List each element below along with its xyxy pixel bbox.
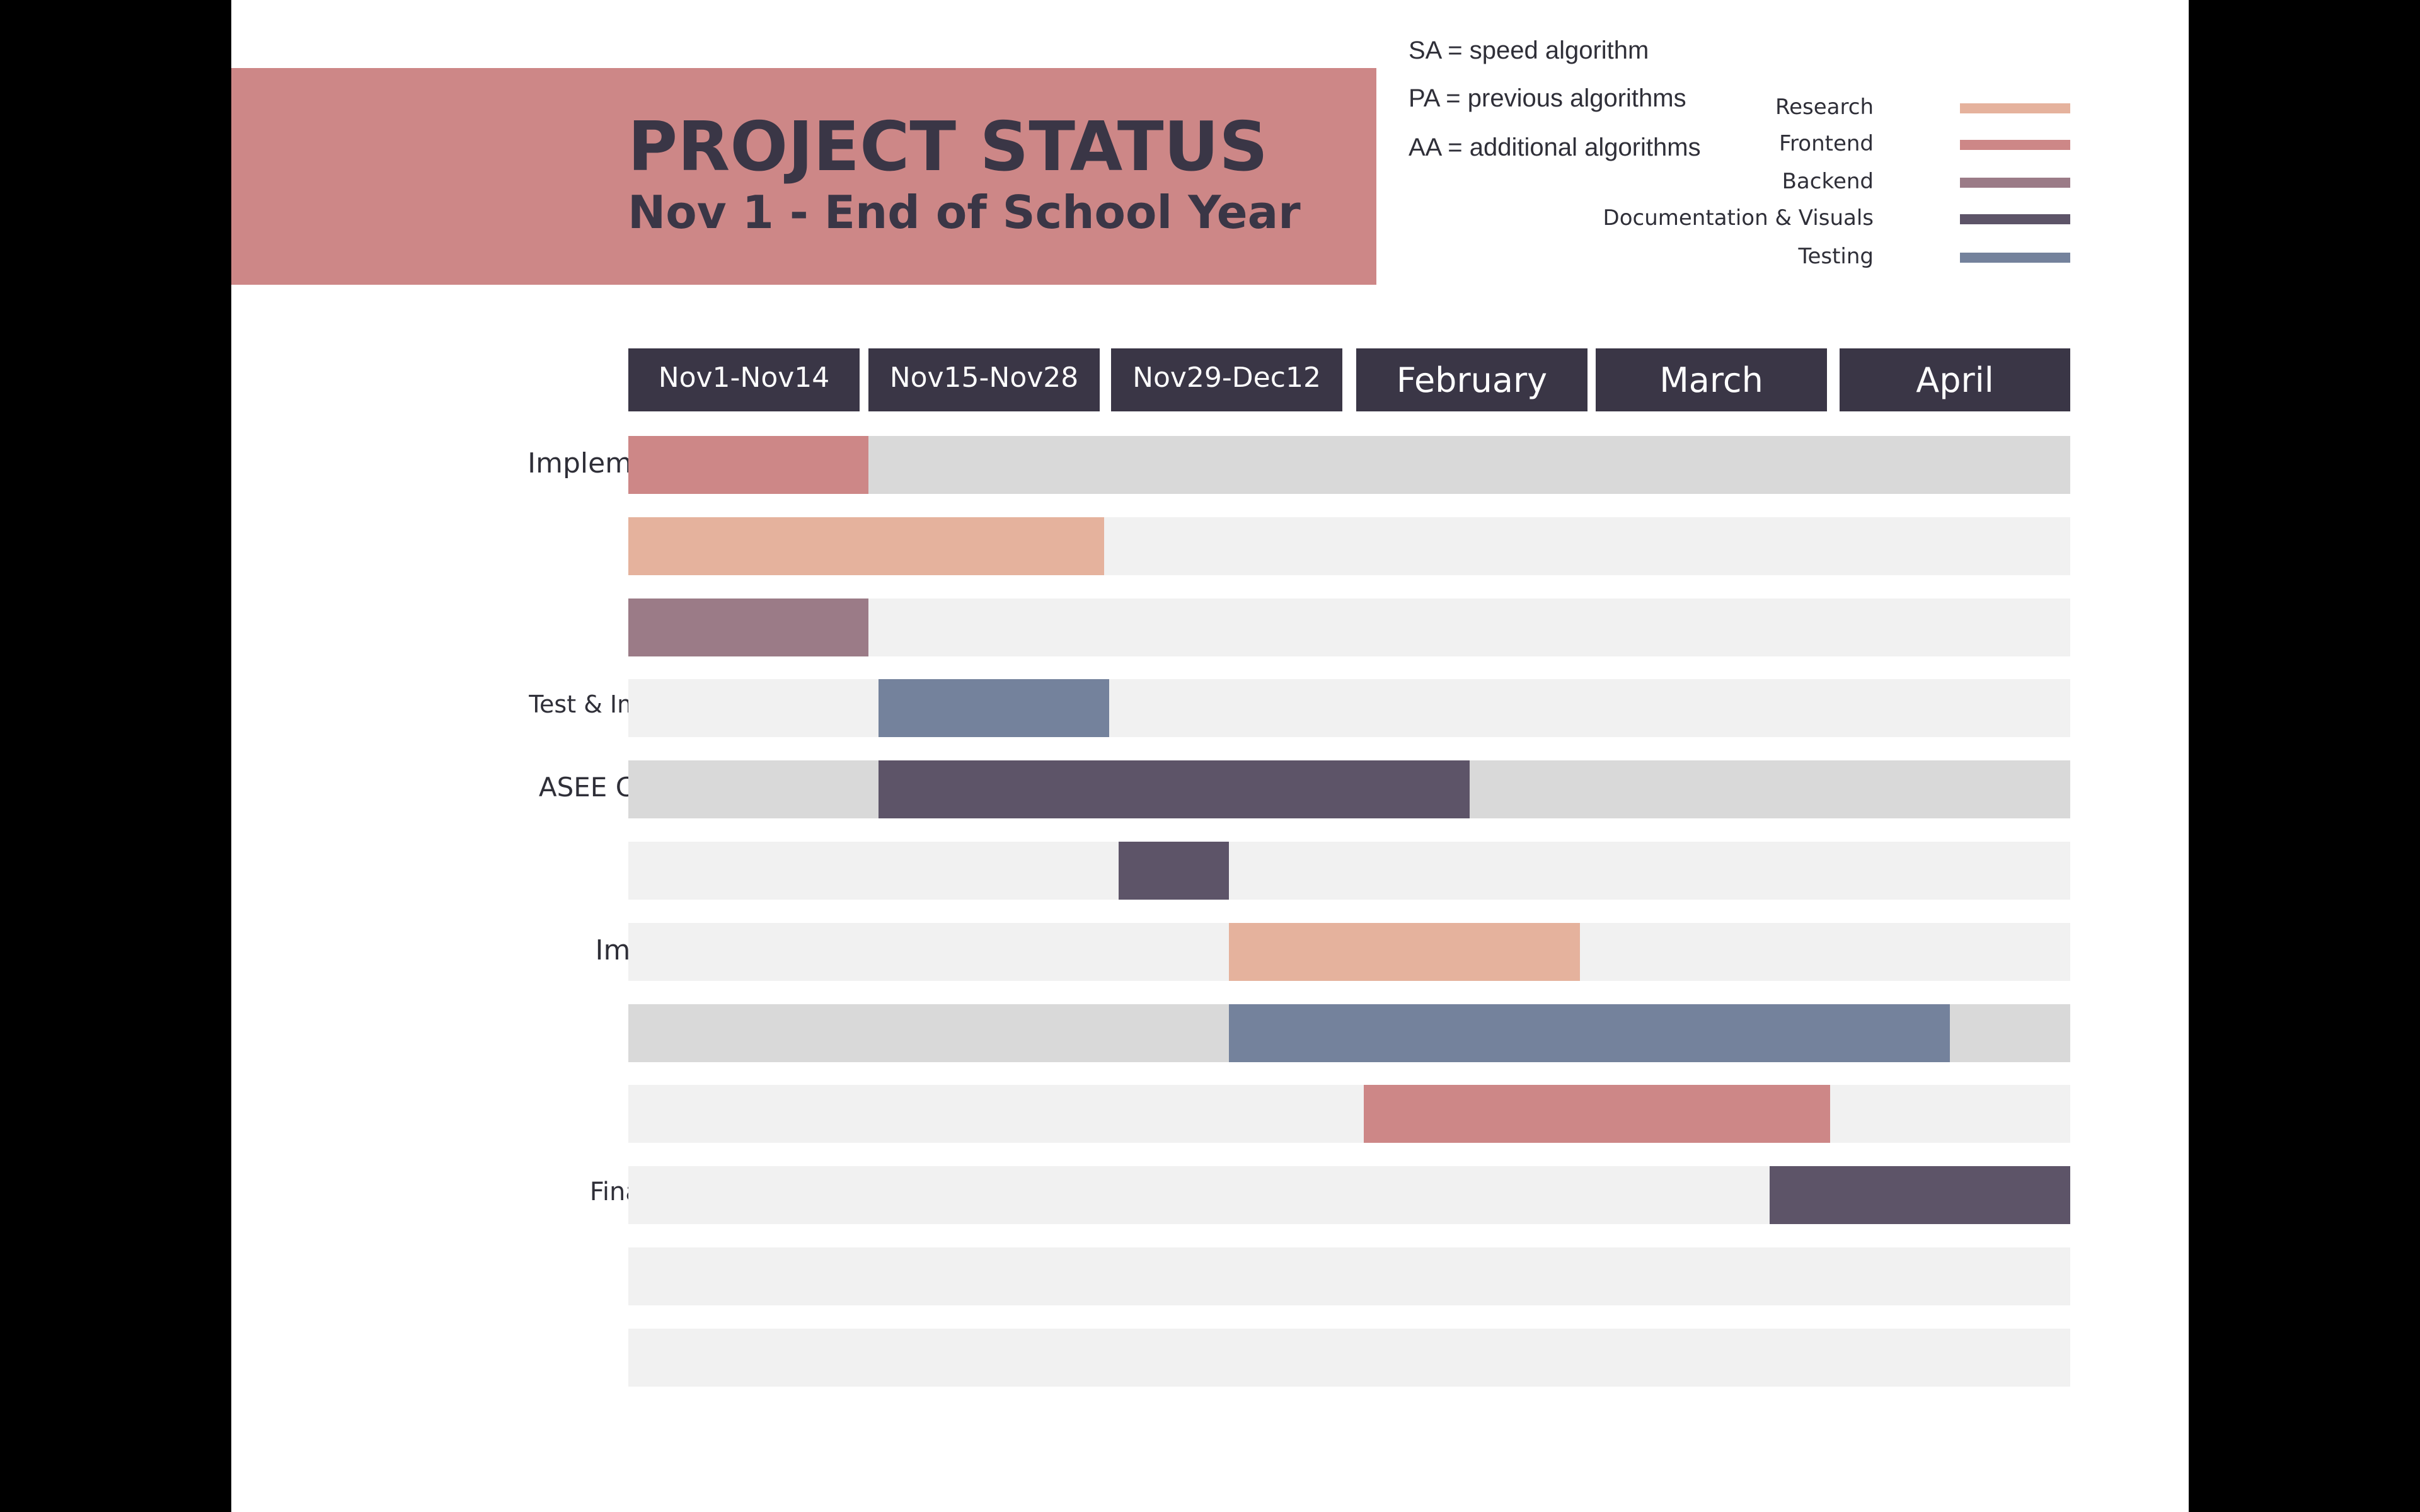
task-track (628, 923, 2070, 981)
task-track (628, 517, 2070, 575)
period-header-february: February (1356, 348, 1587, 411)
task-track (628, 1004, 2070, 1062)
note-pa: PA = previous algorithms (1409, 84, 1686, 112)
legend: Research Frontend Backend Documentation & V… (231, 0, 2189, 290)
legend-swatch-documentation-visuals (1960, 214, 2070, 224)
note-sa: SA = speed algorithm (1409, 37, 1649, 64)
task-track (628, 842, 2070, 900)
period-header-april: April (1840, 348, 2070, 411)
period-header-march: March (1596, 348, 1827, 411)
task-track (628, 1085, 2070, 1143)
task-track (628, 436, 2070, 494)
title-band (231, 68, 1376, 285)
legend-label-testing: Testing (1798, 244, 1874, 269)
page-subtitle: Nov 1 - End of School Year (628, 186, 1301, 239)
task-track (628, 679, 2070, 737)
page-title: PROJECT STATUS (628, 108, 1269, 186)
task-bar-testing-aa-s (1229, 1004, 1950, 1062)
task-bar-irb-certified (628, 517, 1104, 575)
task-track (628, 760, 2070, 818)
task-bar-final-documentation (1770, 1166, 2070, 1224)
task-bar-no-need-for-ui (1364, 1085, 1830, 1143)
task-bar-asee-conference-paper (879, 760, 1470, 818)
task-bar-test-improve-sa-and-pas (879, 679, 1109, 737)
task-track (628, 598, 2070, 656)
task-track (628, 1329, 2070, 1387)
period-header-nov15-nov28: Nov15-Nov28 (868, 348, 1100, 411)
task-track (628, 1247, 2070, 1305)
task-bar-planning-aas (1119, 842, 1229, 900)
period-header-nov29-dec12: Nov29-Dec12 (1111, 348, 1342, 411)
legend-swatch-research (1960, 103, 2070, 113)
slide: PROJECT STATUS Nov 1 - End of School Yea… (231, 0, 2189, 1512)
legend-label-frontend: Frontend (1778, 131, 1874, 156)
legend-label-backend: Backend (1782, 169, 1874, 194)
task-bar-implement-into-canvas (628, 436, 868, 494)
task-bar-implementing-aas (1229, 923, 1580, 981)
note-aa: AA = additional algorithms (1409, 134, 1701, 161)
task-bar-implement-sa (628, 598, 868, 656)
period-header-nov1-nov14: Nov1-Nov14 (628, 348, 860, 411)
legend-swatch-backend (1960, 178, 2070, 188)
legend-label-research: Research (1775, 94, 1874, 120)
task-track (628, 1166, 2070, 1224)
legend-swatch-frontend (1960, 140, 2070, 150)
legend-label-documentation-visuals: Documentation & Visuals (1603, 205, 1874, 231)
legend-swatch-testing (1960, 253, 2070, 263)
